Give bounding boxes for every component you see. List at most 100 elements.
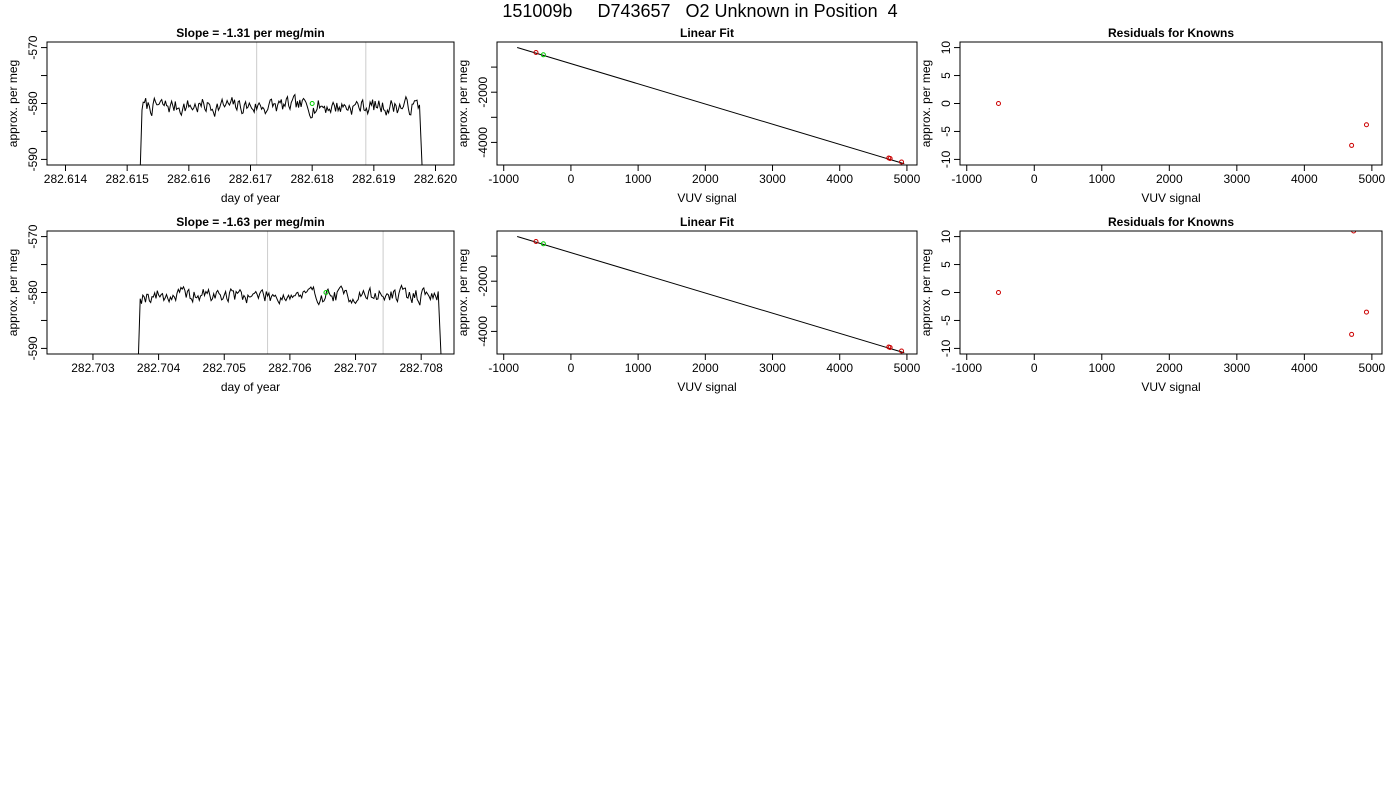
x-tick-label: 282.617 bbox=[229, 172, 273, 186]
plot-area bbox=[517, 47, 905, 165]
x-tick-label: 2000 bbox=[692, 361, 719, 375]
x-axis-label: VUV signal bbox=[1141, 191, 1200, 205]
x-tick-label: 1000 bbox=[625, 361, 652, 375]
x-tick-label: 3000 bbox=[1223, 172, 1250, 186]
known-point bbox=[899, 348, 905, 354]
plot-title: Slope = -1.31 per meg/min bbox=[176, 26, 324, 40]
known-point bbox=[1349, 142, 1355, 148]
x-tick-label: 4000 bbox=[826, 361, 853, 375]
plot-frame bbox=[496, 41, 918, 166]
x-axis-label: VUV signal bbox=[677, 380, 736, 394]
known-point bbox=[533, 239, 539, 245]
x-tick-label: 2000 bbox=[1156, 361, 1183, 375]
plot-area bbox=[995, 231, 1369, 337]
y-tick-label: -5 bbox=[939, 126, 953, 137]
unknown-point bbox=[540, 52, 546, 58]
x-tick-label: 282.705 bbox=[203, 361, 247, 375]
y-tick-label: -570 bbox=[26, 35, 40, 59]
x-tick-label: 282.616 bbox=[167, 172, 211, 186]
x-tick-label: 4000 bbox=[826, 172, 853, 186]
y-tick-label: -2000 bbox=[476, 266, 490, 297]
data-trace bbox=[139, 93, 423, 165]
plot-panel: Residuals for Knowns -1000 0 1000 2000 3000 40… bbox=[919, 26, 1386, 205]
y-tick-label: 0 bbox=[939, 289, 953, 296]
y-tick-label: -580 bbox=[26, 91, 40, 115]
known-point bbox=[1349, 331, 1355, 337]
data-trace bbox=[137, 284, 442, 354]
x-tick-label: 0 bbox=[568, 361, 575, 375]
x-tick-label: 282.706 bbox=[268, 361, 312, 375]
x-tick-label: 0 bbox=[1031, 361, 1038, 375]
y-axis-label: approx. per meg bbox=[6, 60, 20, 147]
y-tick-label: 0 bbox=[939, 100, 953, 107]
plot-frame bbox=[959, 41, 1383, 166]
plot-title: Slope = -1.63 per meg/min bbox=[176, 215, 324, 229]
plot-frame bbox=[46, 230, 455, 355]
y-tick-label: 5 bbox=[939, 72, 953, 79]
x-axis-label: day of year bbox=[221, 380, 280, 394]
x-tick-label: 5000 bbox=[894, 361, 921, 375]
plot-title: Linear Fit bbox=[680, 26, 734, 40]
x-tick-label: 282.703 bbox=[71, 361, 115, 375]
known-point bbox=[1351, 231, 1357, 234]
x-tick-label: 282.619 bbox=[352, 172, 396, 186]
x-tick-label: 282.618 bbox=[290, 172, 334, 186]
x-tick-label: 282.614 bbox=[44, 172, 88, 186]
y-tick-label: 10 bbox=[939, 41, 953, 55]
y-tick-label: -2000 bbox=[476, 77, 490, 108]
x-tick-label: 282.704 bbox=[137, 361, 181, 375]
y-axis-label: approx. per meg bbox=[919, 249, 933, 336]
x-tick-label: -1000 bbox=[951, 172, 982, 186]
x-tick-label: 2000 bbox=[1156, 172, 1183, 186]
y-axis-label: approx. per meg bbox=[456, 60, 470, 147]
y-axis-label: approx. per meg bbox=[919, 60, 933, 147]
x-tick-label: 1000 bbox=[625, 172, 652, 186]
x-tick-label: 5000 bbox=[894, 172, 921, 186]
plot-panel: Linear Fit -1000 0 1000 2000 3000 4000 5000 VUV … bbox=[456, 26, 921, 205]
known-point bbox=[995, 290, 1001, 295]
y-tick-label: -10 bbox=[939, 339, 953, 357]
x-tick-label: 5000 bbox=[1359, 172, 1386, 186]
y-tick-label: -590 bbox=[26, 147, 40, 171]
plot-title: Linear Fit bbox=[680, 215, 734, 229]
known-point bbox=[899, 159, 905, 165]
x-tick-label: 1000 bbox=[1088, 361, 1115, 375]
x-tick-label: 1000 bbox=[1088, 172, 1115, 186]
unknown-point bbox=[323, 290, 329, 295]
x-tick-label: 282.707 bbox=[334, 361, 378, 375]
y-tick-label: -4000 bbox=[476, 316, 490, 347]
x-tick-label: 4000 bbox=[1291, 172, 1318, 186]
plot-area bbox=[517, 236, 905, 354]
x-tick-label: -1000 bbox=[951, 361, 982, 375]
x-axis-label: day of year bbox=[221, 191, 280, 205]
plot-area bbox=[995, 101, 1369, 148]
y-tick-label: 5 bbox=[939, 261, 953, 268]
known-point bbox=[1363, 309, 1369, 315]
page-title: 151009b D743657 O2 Unknown in Position 4 bbox=[502, 1, 898, 21]
y-tick-label: -590 bbox=[26, 336, 40, 360]
plot-frame bbox=[46, 41, 455, 166]
plot-area bbox=[137, 231, 442, 354]
plot-panel: Residuals for Knowns -1000 0 1000 2000 3000 40… bbox=[919, 215, 1386, 394]
x-tick-label: 282.615 bbox=[105, 172, 149, 186]
x-tick-label: 3000 bbox=[759, 361, 786, 375]
fit-line bbox=[517, 236, 905, 354]
y-axis-label: approx. per meg bbox=[456, 249, 470, 336]
y-tick-label: -4000 bbox=[476, 127, 490, 158]
unknown-point bbox=[540, 241, 546, 247]
y-tick-label: -570 bbox=[26, 224, 40, 248]
known-point bbox=[995, 101, 1001, 106]
x-tick-label: 0 bbox=[568, 172, 575, 186]
y-tick-label: -580 bbox=[26, 280, 40, 304]
x-tick-label: -1000 bbox=[488, 361, 519, 375]
x-tick-label: 0 bbox=[1031, 172, 1038, 186]
x-axis-label: VUV signal bbox=[677, 191, 736, 205]
x-tick-label: 282.708 bbox=[399, 361, 443, 375]
unknown-point bbox=[309, 101, 315, 106]
x-tick-label: 4000 bbox=[1291, 361, 1318, 375]
x-tick-label: 3000 bbox=[1223, 361, 1250, 375]
plot-panel: Slope = -1.31 per meg/min 282.614 282.615 2… bbox=[6, 26, 458, 205]
plot-panel: Slope = -1.63 per meg/min 282.703 282.704 2… bbox=[6, 215, 455, 394]
y-tick-label: -5 bbox=[939, 315, 953, 326]
